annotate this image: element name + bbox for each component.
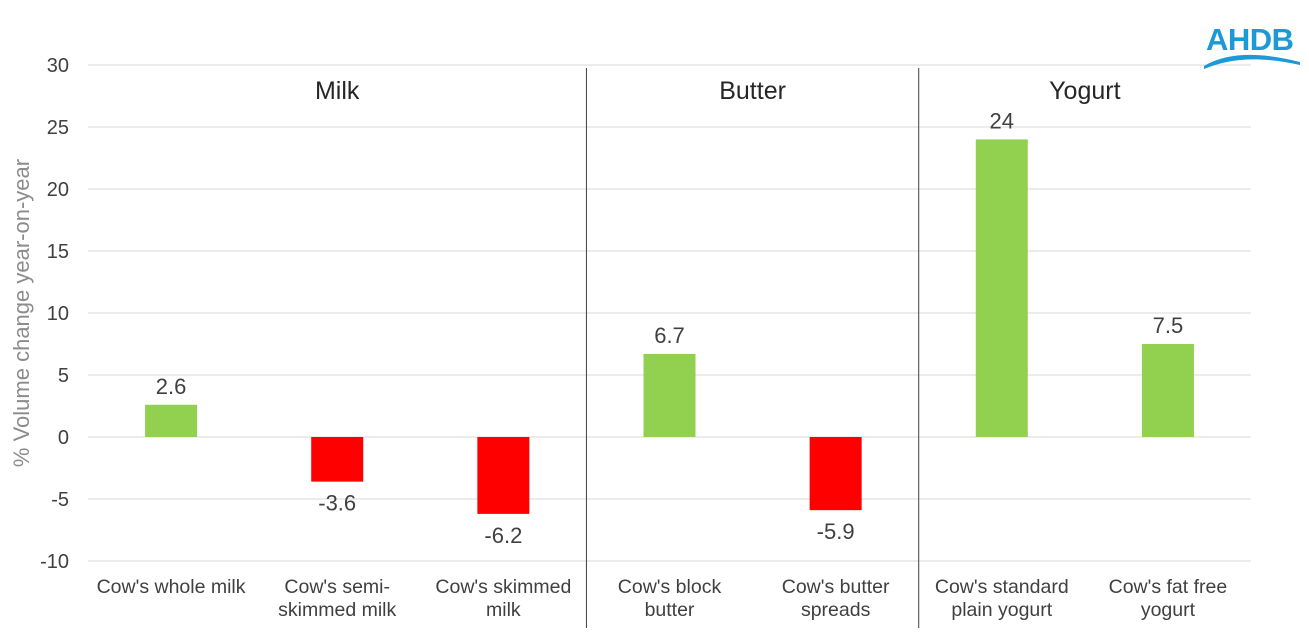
- x-tick-label: Cow's block: [618, 576, 722, 598]
- data-label: 6.7: [654, 323, 685, 348]
- y-axis-ticks: 30 25 20 15 10 5 0 -5 -10: [40, 55, 69, 573]
- data-label: 2.6: [156, 374, 187, 399]
- x-tick-label: Cow's standard: [935, 576, 1069, 598]
- bar: [145, 404, 198, 437]
- x-tick-label: Cow's semi-: [284, 576, 390, 598]
- y-tick-label: 15: [47, 241, 69, 263]
- gridlines: [88, 64, 1251, 562]
- ahdb-logo: AHDB: [1200, 22, 1302, 72]
- logo-text: AHDB: [1206, 22, 1294, 57]
- bar: [311, 437, 364, 482]
- y-axis-title: % Volume change year-on-year: [9, 159, 34, 467]
- data-label: -5.9: [817, 519, 855, 544]
- x-tick-label: skimmed milk: [278, 599, 396, 621]
- y-tick-label: 5: [58, 365, 69, 387]
- group-titles: Milk Butter Yogurt: [315, 77, 1121, 105]
- x-tick-label: Cow's butter: [782, 576, 890, 598]
- data-label: -6.2: [484, 523, 522, 548]
- group-title: Butter: [719, 77, 786, 105]
- data-label: 7.5: [1153, 313, 1184, 338]
- x-tick-label: Cow's skimmed: [435, 576, 571, 598]
- bar: [809, 437, 862, 511]
- y-tick-label: -5: [51, 489, 69, 511]
- group-dividers: [585, 68, 920, 628]
- x-tick-label: spreads: [801, 599, 871, 621]
- y-tick-label: 10: [47, 303, 69, 325]
- x-tick-label: yogurt: [1141, 599, 1196, 621]
- x-tick-label: milk: [486, 599, 521, 621]
- bar: [975, 139, 1028, 437]
- data-labels: 2.6 -3.6 -6.2 6.7 -5.9 24 7.5: [156, 108, 1183, 547]
- bars: [145, 139, 1194, 514]
- bar: [643, 353, 696, 437]
- y-tick-label: 30: [47, 55, 69, 77]
- x-tick-label: plain yogurt: [951, 599, 1052, 621]
- data-label: 24: [990, 108, 1014, 133]
- group-title: Milk: [315, 77, 360, 105]
- bar: [1141, 344, 1194, 437]
- data-label: -3.6: [318, 491, 356, 516]
- x-axis-labels: Cow's whole milk Cow's semi-skimmed milk C…: [97, 576, 1228, 621]
- x-tick-label: butter: [645, 599, 695, 621]
- bar: [477, 437, 530, 514]
- x-tick-label: Cow's fat free: [1109, 576, 1228, 598]
- y-tick-label: -10: [40, 551, 69, 573]
- y-tick-label: 20: [47, 179, 69, 201]
- x-tick-label: Cow's whole milk: [97, 576, 246, 598]
- y-tick-label: 0: [58, 427, 69, 449]
- y-tick-label: 25: [47, 117, 69, 139]
- logo-wave-icon: [1204, 54, 1300, 69]
- group-title: Yogurt: [1049, 77, 1120, 105]
